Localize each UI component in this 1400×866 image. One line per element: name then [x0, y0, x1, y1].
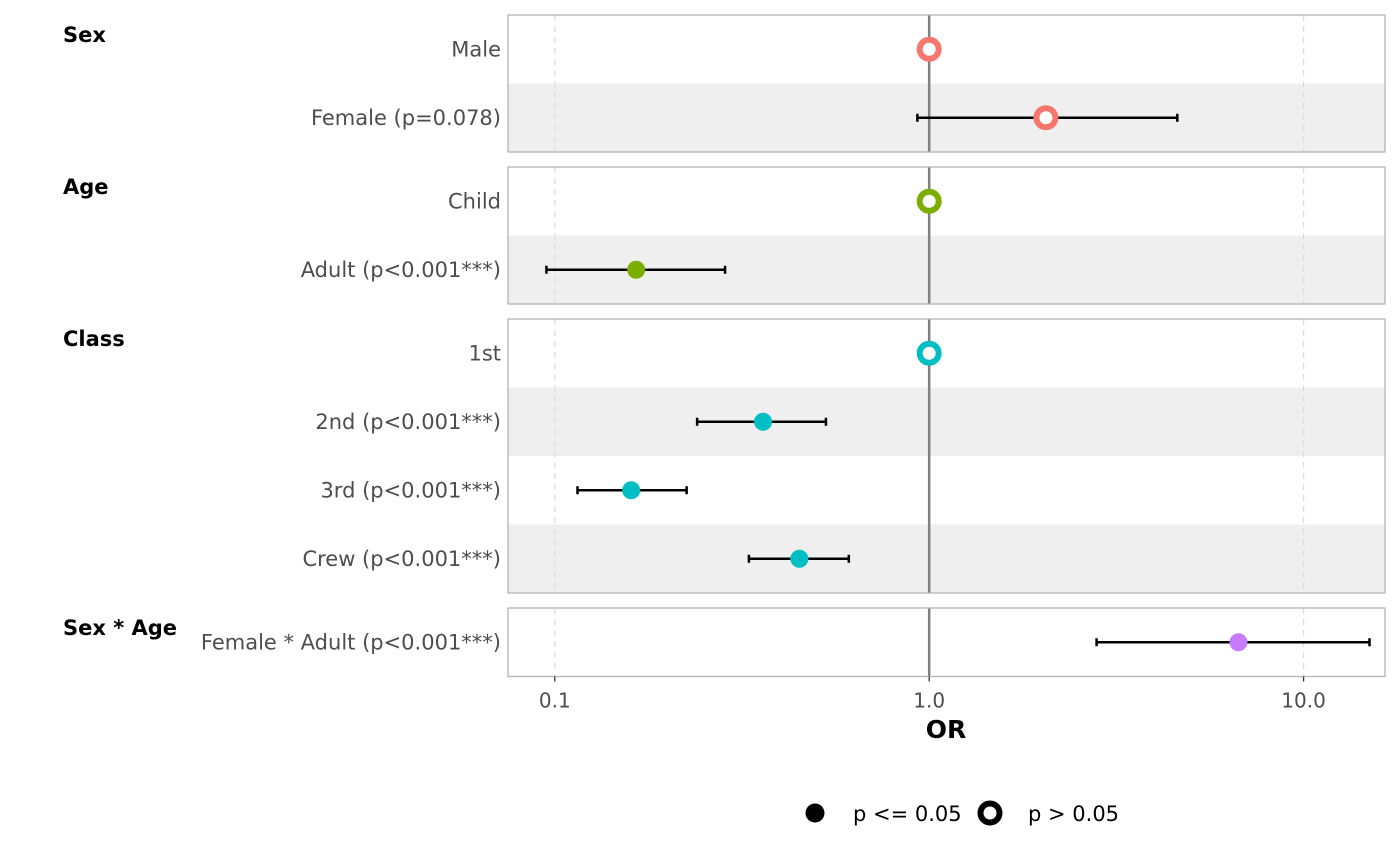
- panel-border: [507, 14, 1386, 153]
- row-label: 1st: [468, 341, 501, 365]
- group-label: Age: [63, 175, 109, 199]
- row-label: Male: [451, 37, 501, 61]
- point: [627, 260, 646, 279]
- group-label: Class: [63, 327, 125, 351]
- legend-marker-hollow: [977, 800, 1003, 826]
- row-label: Child: [448, 189, 501, 213]
- row-band: [508, 387, 1385, 456]
- point: [916, 188, 942, 214]
- panel-border: [507, 607, 1386, 678]
- row-band: [508, 15, 1385, 84]
- panel-3: [507, 607, 1386, 678]
- row-band: [508, 524, 1385, 593]
- point: [916, 340, 942, 366]
- row-label: Female (p=0.078): [311, 106, 501, 130]
- point: [1033, 105, 1059, 131]
- panel-border: [507, 318, 1386, 594]
- x-axis-title: OR: [926, 715, 967, 744]
- panel-2: [507, 318, 1386, 594]
- x-axis: OR 0.1 1.0 10.0: [539, 676, 1326, 744]
- labels: Sex Male Female (p=0.078) Age Child Adult (p<…: [63, 23, 501, 654]
- row-label: Adult (p<0.001***): [301, 258, 501, 282]
- legend-item: p > 0.05: [977, 800, 1119, 826]
- row-label: Female * Adult (p<0.001***): [201, 630, 501, 654]
- group-label: Sex * Age: [63, 616, 177, 640]
- point: [754, 412, 773, 431]
- x-tick-label: 1.0: [913, 689, 945, 713]
- legend-label: p <= 0.05: [853, 802, 962, 826]
- legend: p <= 0.05 p > 0.05: [805, 800, 1119, 826]
- row-band: [508, 167, 1385, 236]
- row-label: 2nd (p<0.001***): [315, 410, 501, 434]
- point: [622, 481, 641, 500]
- legend-marker-filled: [805, 803, 825, 823]
- panel-border: [507, 166, 1386, 305]
- row-label: 3rd (p<0.001***): [320, 478, 501, 502]
- legend-item: p <= 0.05: [805, 802, 962, 826]
- panel-1: [507, 166, 1386, 305]
- point: [916, 36, 942, 62]
- panels: [507, 14, 1386, 678]
- point: [1229, 633, 1248, 652]
- row-label: Crew (p<0.001***): [302, 547, 501, 571]
- x-tick-label: 10.0: [1281, 689, 1326, 713]
- row-band: [508, 319, 1385, 388]
- legend-label: p > 0.05: [1028, 802, 1119, 826]
- group-label: Sex: [63, 23, 106, 47]
- panel-0: [507, 14, 1386, 153]
- point: [790, 549, 809, 568]
- x-tick-label: 0.1: [539, 689, 571, 713]
